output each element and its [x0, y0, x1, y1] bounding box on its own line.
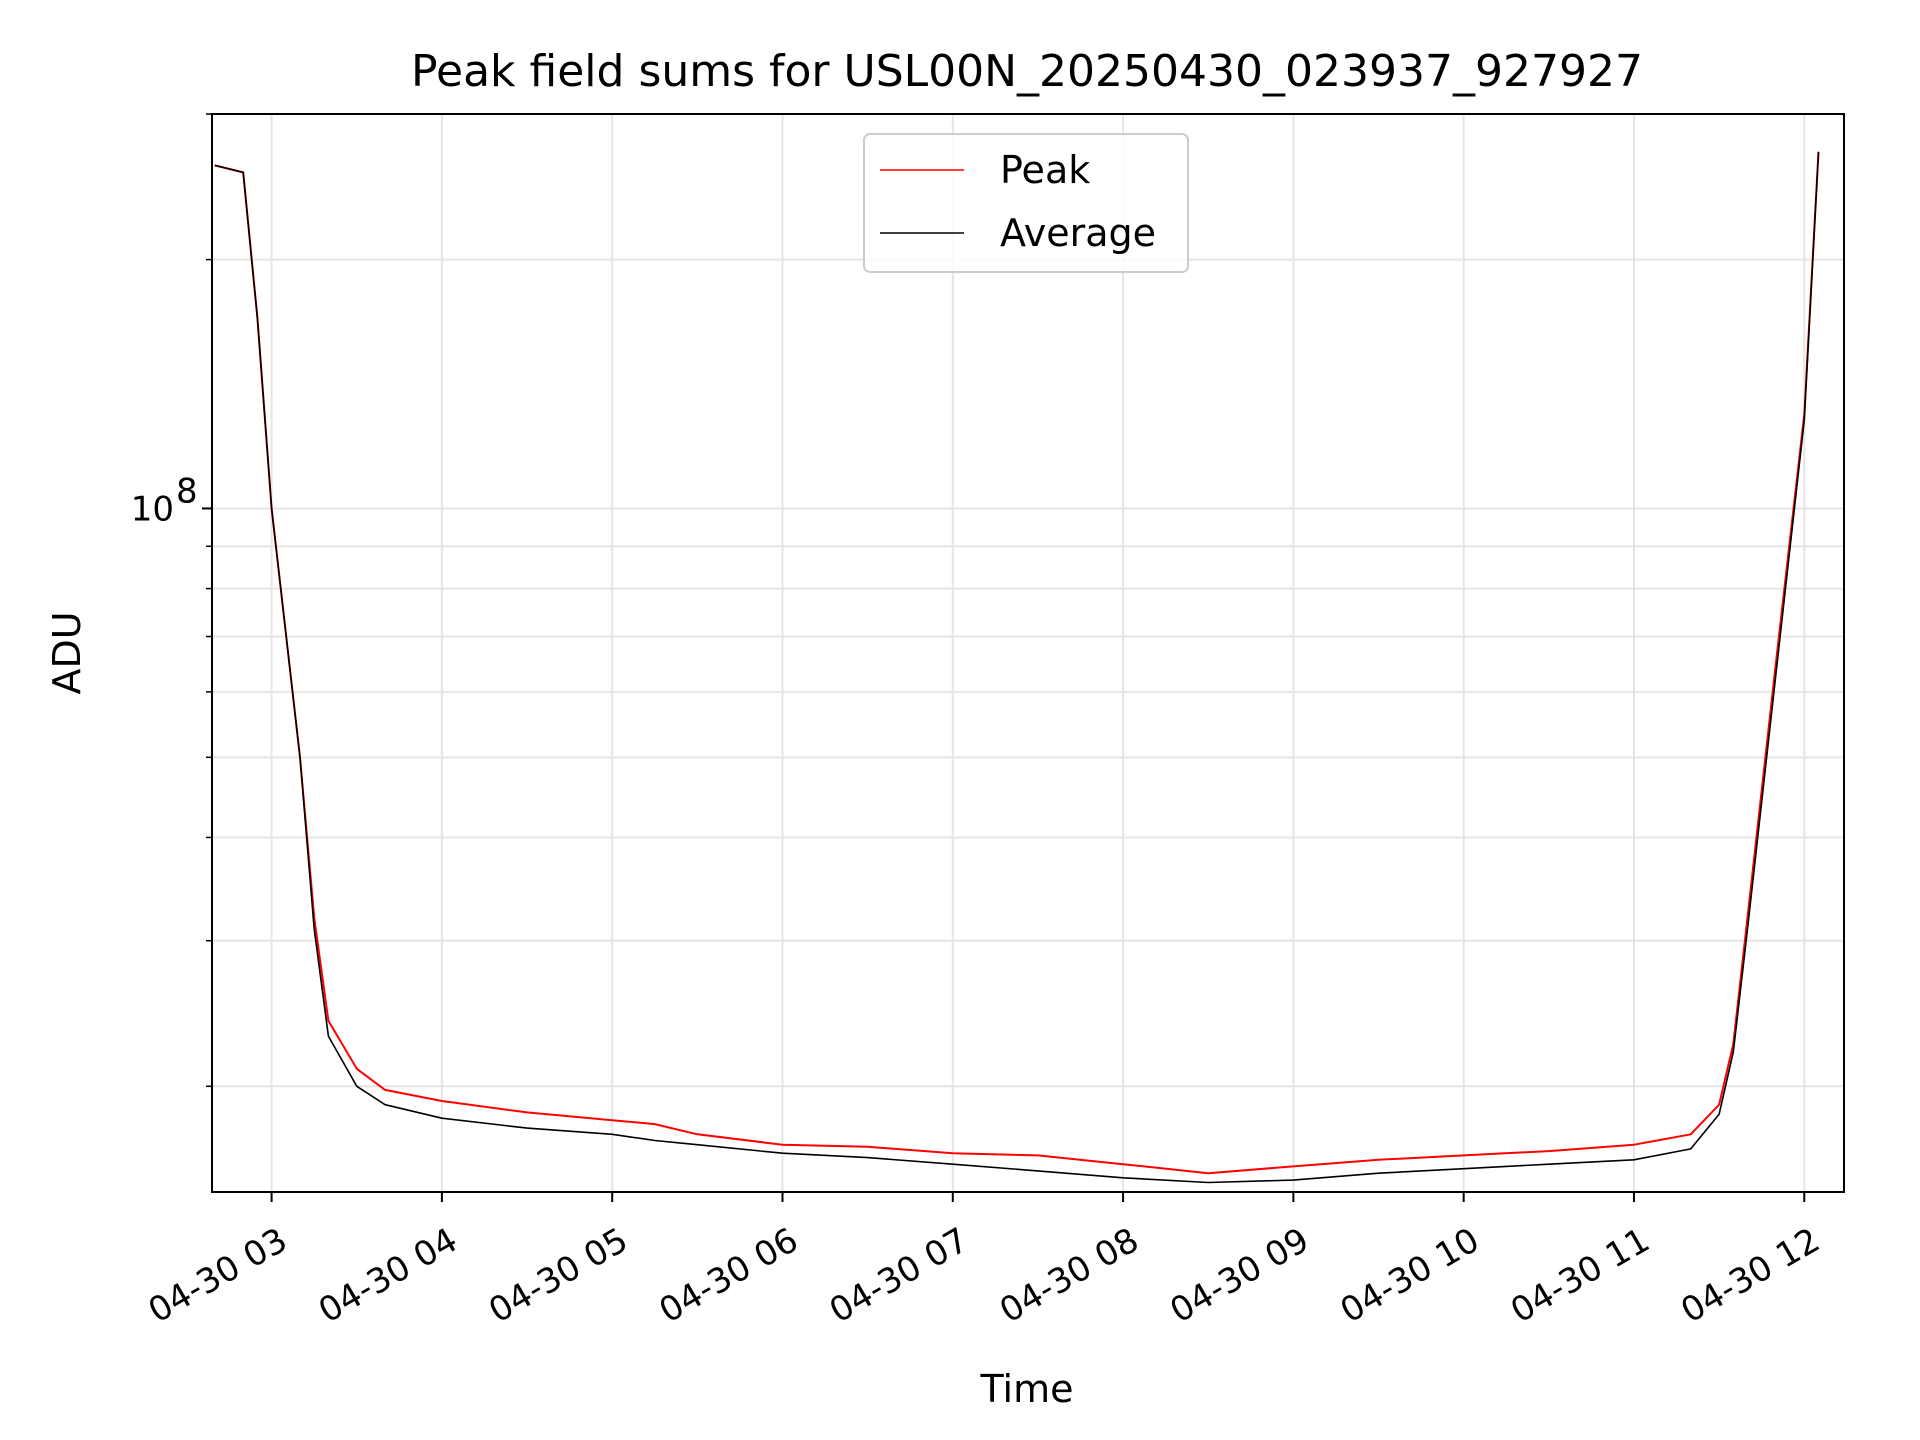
x-axis-label: Time: [980, 1367, 1074, 1411]
series-line-average: [214, 151, 1820, 1184]
legend-label-average: Average: [1000, 211, 1156, 255]
legend: Peak Average: [863, 133, 1189, 273]
legend-label-peak: Peak: [1000, 148, 1090, 192]
series-line-peak: [214, 151, 1820, 1175]
y-axis-label: ADU: [45, 611, 89, 694]
plot-frame: [211, 113, 1845, 1193]
chart-title: Peak field sums for USL00N_20250430_0239…: [411, 46, 1643, 97]
y-tick-label-exponent: 8: [176, 471, 198, 511]
plot-series: [214, 151, 1820, 1184]
legend-box: [863, 133, 1189, 273]
y-tick-label-base: 10: [131, 489, 174, 529]
